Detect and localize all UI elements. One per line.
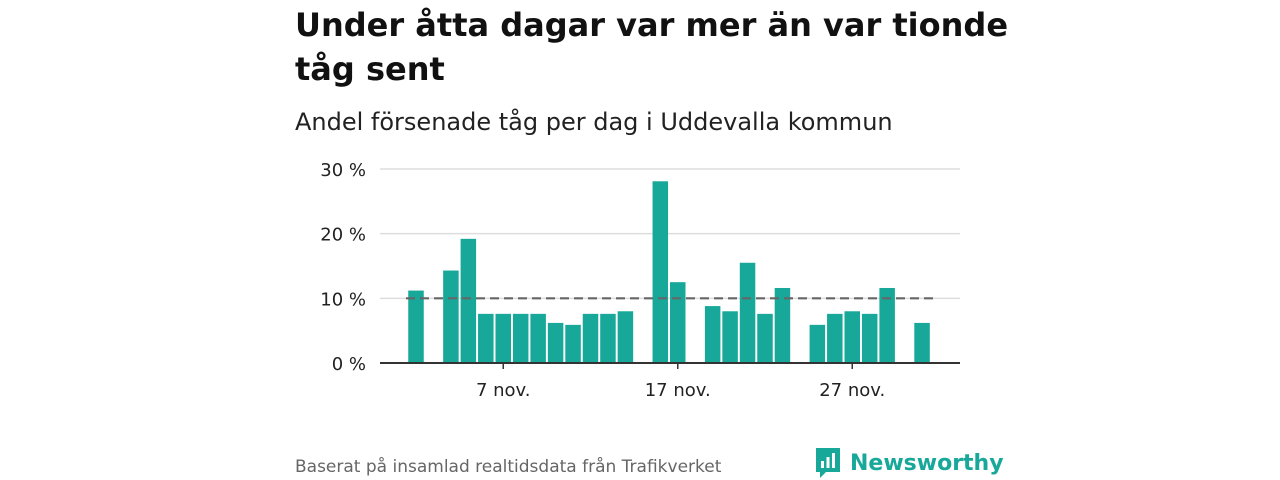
bar	[565, 324, 581, 363]
bar	[495, 313, 511, 363]
y-tick-label: 30 %	[320, 160, 366, 181]
bar	[530, 313, 546, 363]
bar	[670, 282, 686, 363]
bar	[739, 262, 756, 363]
bar	[879, 287, 895, 363]
bar	[512, 313, 529, 363]
bar	[547, 322, 564, 363]
bar	[827, 313, 843, 363]
bar	[600, 313, 616, 363]
bar	[582, 313, 599, 363]
x-tick-label: 17 nov.	[645, 380, 711, 401]
bar	[774, 287, 791, 363]
y-tick-label: 20 %	[320, 225, 366, 246]
x-tick-label: 7 nov.	[476, 380, 531, 401]
bar-chart: 0 % 10 % 20 % 30 % 7 nov. 17 nov. 27 nov.	[320, 160, 960, 401]
newsworthy-logo-icon	[816, 448, 840, 478]
bar	[652, 181, 669, 363]
brand-name: Newsworthy	[850, 450, 1004, 476]
y-tick-label: 10 %	[320, 289, 366, 310]
bar	[704, 306, 721, 363]
bar	[861, 313, 878, 363]
bar	[844, 311, 860, 363]
bar	[478, 313, 494, 363]
bar	[617, 311, 634, 363]
bar	[809, 324, 826, 363]
brand-logo: Newsworthy	[814, 446, 1004, 480]
chart-subtitle: Andel försenade tåg per dag i Uddevalla …	[295, 108, 893, 136]
bar	[757, 313, 773, 363]
y-tick-label: 0 %	[332, 354, 366, 375]
source-note: Baserat på insamlad realtidsdata från Tr…	[295, 457, 722, 477]
bar	[443, 270, 459, 363]
chart-title: Under åtta dagar var mer än var tionde t…	[295, 6, 1009, 88]
bar	[408, 290, 424, 363]
x-tick-label: 27 nov.	[819, 380, 885, 401]
bar	[460, 238, 477, 363]
bar	[914, 322, 930, 363]
bar	[722, 311, 738, 363]
